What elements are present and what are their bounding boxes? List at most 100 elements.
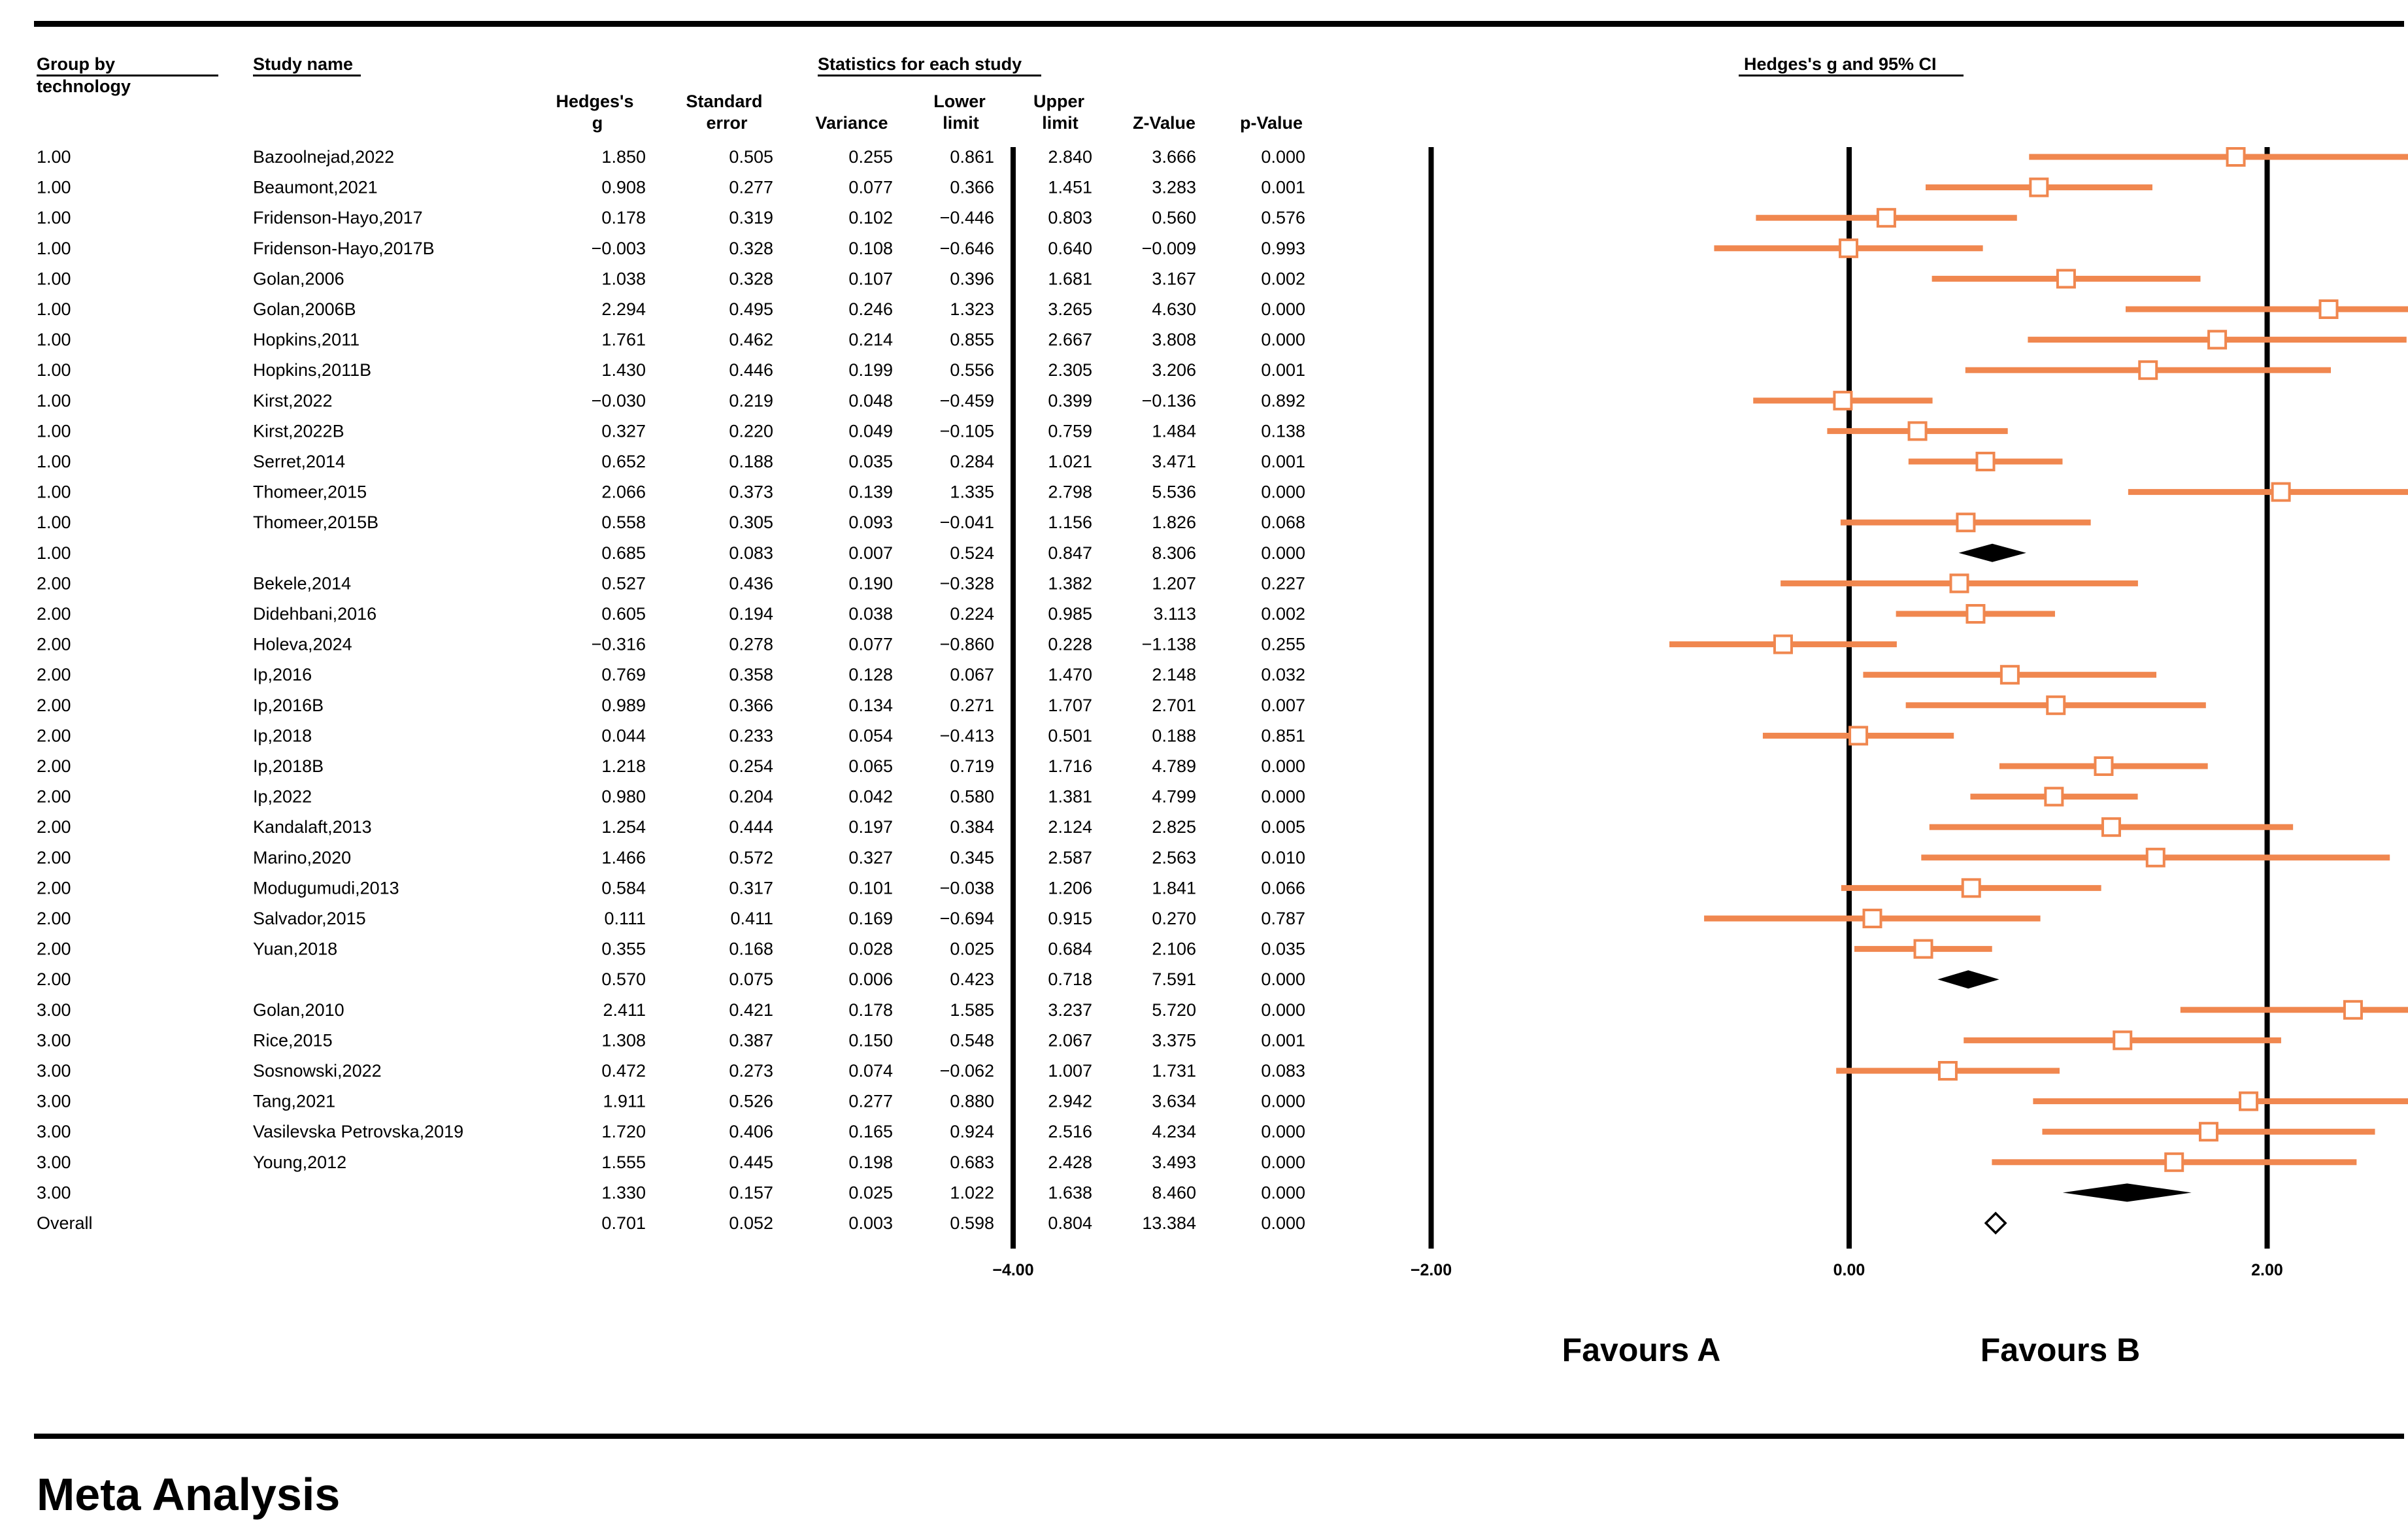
cell-study: Vasilevska Petrovska,2019 [253, 1122, 463, 1141]
point-estimate-marker [2145, 847, 2166, 867]
cell-group: 1.00 [37, 239, 71, 258]
cell-group: 1.00 [37, 360, 71, 380]
point-estimate-marker [1773, 634, 1793, 654]
cell-upper-limit: 0.684 [1048, 939, 1092, 959]
cell-lower-limit: −0.062 [940, 1061, 994, 1081]
cell-study: Modugumudi,2013 [253, 878, 399, 898]
cell-z-value: 3.283 [1152, 178, 1196, 197]
cell-hedges-g: 1.218 [601, 756, 646, 776]
cell-standard-error: 0.436 [729, 573, 773, 593]
cell-standard-error: 0.075 [729, 969, 773, 989]
point-estimate-marker [2138, 360, 2158, 380]
reference-line [1011, 147, 1016, 1249]
cell-p-value: 0.000 [1261, 1183, 1305, 1202]
cell-variance: 0.049 [848, 421, 893, 441]
cell-lower-limit: −0.646 [940, 239, 994, 258]
x-tick-label: 0.00 [1833, 1261, 1865, 1279]
cell-hedges-g: 1.555 [601, 1152, 646, 1172]
subgroup-summary-diamond [1937, 970, 1999, 989]
cell-group: 1.00 [37, 178, 71, 197]
header-z: Z-Value [1133, 113, 1196, 133]
cell-lower-limit: 0.067 [950, 665, 994, 684]
cell-variance: 0.077 [848, 178, 893, 197]
point-estimate-marker [1975, 452, 1996, 471]
table-row: 2.00 Modugumudi,2013 0.584 0.317 0.101 −0.038… [37, 878, 1305, 898]
cell-lower-limit: 0.224 [950, 604, 994, 624]
cell-variance: 0.178 [848, 1000, 893, 1020]
table-row: 2.00 0.570 0.075 0.006 0.423 0.718 7.591 0.000 [37, 969, 1305, 989]
cell-study: Hopkins,2011B [253, 360, 371, 380]
cell-study: Kandalaft,2013 [253, 817, 372, 837]
plot-marks [1669, 147, 2408, 1235]
cell-upper-limit: 2.587 [1048, 848, 1092, 867]
table-row: 2.00 Kandalaft,2013 1.254 0.444 0.197 0.384 2.… [37, 817, 1305, 837]
cell-group: 3.00 [37, 1030, 71, 1050]
cell-hedges-g: 0.685 [601, 543, 646, 563]
cell-group: 2.00 [37, 665, 71, 684]
cell-study: Holeva,2024 [253, 635, 352, 654]
cell-study: Fridenson-Hayo,2017B [253, 239, 435, 258]
cell-variance: 0.255 [848, 147, 893, 167]
cell-group: 2.00 [37, 939, 71, 959]
cell-group: 1.00 [37, 543, 71, 563]
cell-hedges-g: 1.308 [601, 1030, 646, 1050]
cell-standard-error: 0.319 [729, 208, 773, 227]
point-estimate-marker [1839, 238, 1859, 258]
cell-p-value: 0.000 [1261, 1152, 1305, 1172]
cell-z-value: 3.113 [1153, 604, 1196, 624]
cell-upper-limit: 1.381 [1048, 787, 1092, 807]
cell-variance: 0.197 [848, 817, 893, 837]
point-estimate-marker [1999, 665, 2020, 685]
cell-group: 3.00 [37, 1122, 71, 1141]
cell-hedges-g: 2.294 [601, 299, 646, 319]
cell-upper-limit: 0.804 [1048, 1213, 1092, 1233]
cell-variance: 0.074 [848, 1061, 893, 1081]
cell-standard-error: 0.168 [729, 939, 773, 959]
cell-p-value: 0.138 [1261, 421, 1305, 441]
header-group-line2: technology [37, 76, 131, 96]
cell-group: 2.00 [37, 909, 71, 928]
point-estimate-marker [2198, 1122, 2218, 1142]
cell-p-value: 0.001 [1261, 360, 1305, 380]
cell-standard-error: 0.505 [729, 147, 773, 167]
cell-lower-limit: 0.598 [950, 1213, 994, 1233]
cell-z-value: −1.138 [1142, 635, 1196, 654]
cell-hedges-g: 1.850 [601, 147, 646, 167]
cell-lower-limit: 0.855 [950, 330, 994, 350]
cell-hedges-g: 0.558 [601, 513, 646, 532]
cell-hedges-g: 1.911 [603, 1092, 646, 1111]
header-se-line1: Standard [686, 92, 762, 111]
cell-group: 2.00 [37, 878, 71, 898]
cell-p-value: 0.068 [1261, 513, 1305, 532]
table-row: 2.00 Ip,2022 0.980 0.204 0.042 0.580 1.381 4.79… [37, 787, 1305, 807]
table-row: 1.00 Fridenson-Hayo,2017 0.178 0.319 0.102 −0… [37, 208, 1305, 227]
cell-hedges-g: 1.430 [601, 360, 646, 380]
cell-p-value: 0.001 [1261, 1030, 1305, 1050]
cell-variance: 0.035 [848, 452, 893, 471]
cell-standard-error: 0.572 [729, 848, 773, 867]
cell-variance: 0.028 [848, 939, 893, 959]
cell-lower-limit: −0.446 [940, 208, 994, 227]
point-estimate-marker [2101, 817, 2121, 837]
header-upper-line1: Upper [1033, 92, 1085, 111]
cell-hedges-g: 0.327 [601, 421, 646, 441]
table-row: 2.00 Salvador,2015 0.111 0.411 0.169 −0.694 0.… [37, 909, 1305, 928]
cell-hedges-g: 0.652 [601, 452, 646, 471]
cell-lower-limit: 0.345 [950, 848, 994, 867]
cell-standard-error: 0.358 [729, 665, 773, 684]
cell-hedges-g: −0.003 [592, 239, 646, 258]
cell-group: 1.00 [37, 147, 71, 167]
point-estimate-marker [1913, 939, 1933, 959]
cell-hedges-g: 1.720 [601, 1122, 646, 1141]
cell-standard-error: 0.220 [729, 421, 773, 441]
cell-upper-limit: 2.428 [1048, 1152, 1092, 1172]
cell-standard-error: 0.444 [729, 817, 773, 837]
point-estimate-marker [1965, 604, 1986, 624]
cell-standard-error: 0.462 [729, 330, 773, 350]
cell-hedges-g: 1.761 [601, 330, 646, 350]
cell-standard-error: 0.387 [729, 1030, 773, 1050]
cell-p-value: 0.000 [1261, 1213, 1305, 1233]
cell-lower-limit: −0.041 [940, 513, 994, 532]
table-row: 3.00 Vasilevska Petrovska,2019 1.720 0.406 0… [37, 1122, 1305, 1141]
cell-p-value: 0.032 [1261, 665, 1305, 684]
